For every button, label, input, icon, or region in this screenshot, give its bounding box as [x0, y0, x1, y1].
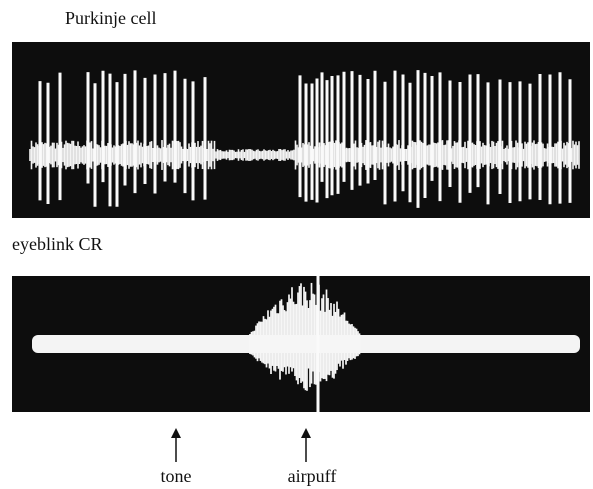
event-arrow [301, 428, 311, 462]
trace-label: Purkinje cell [65, 8, 156, 28]
event-arrow [171, 428, 181, 462]
page: Purkinje cell eyeblink CR tone airpuff (… [0, 0, 593, 489]
trace-label: eyeblink CR [12, 234, 103, 254]
event-label: tone [161, 466, 192, 486]
event-label: airpuff [288, 466, 337, 486]
figure: Purkinje cell eyeblink CR tone airpuff [0, 0, 593, 489]
